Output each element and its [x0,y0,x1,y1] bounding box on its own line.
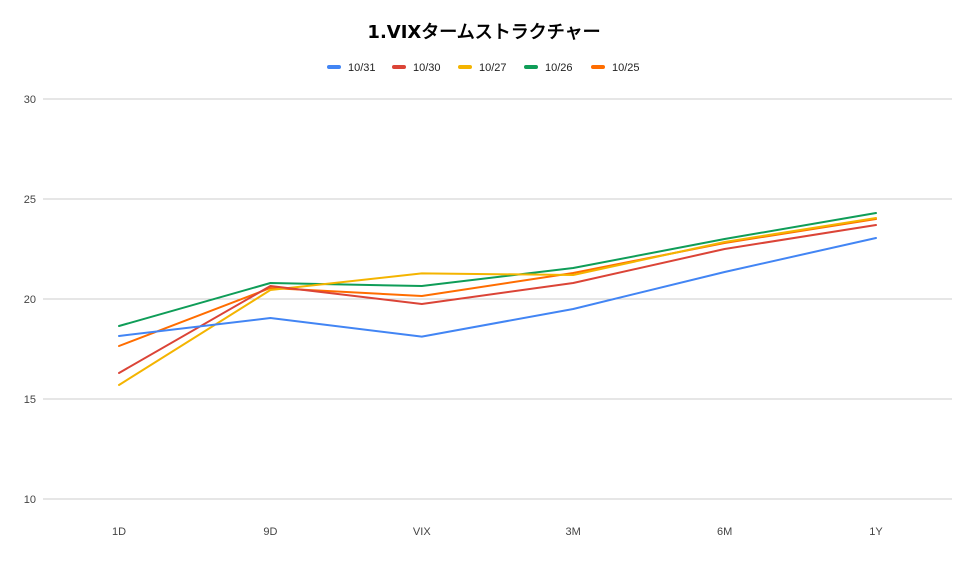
y-tick-label: 25 [24,194,36,206]
legend-swatch [524,65,538,69]
y-tick-label: 15 [24,394,36,406]
x-tick-label: VIX [413,526,431,538]
y-tick-label: 10 [24,494,36,506]
x-tick-label: 9D [263,526,277,538]
series-line-10-25 [118,218,877,347]
x-tick-label: 3M [566,526,581,538]
x-tick-label: 1Y [869,526,883,538]
y-axis-ticks: 10 15 20 25 30 [24,94,36,506]
legend-label: 10/25 [612,62,640,74]
legend-label: 10/31 [348,62,376,74]
x-tick-label: 6M [717,526,732,538]
series-line-10-30 [118,224,877,374]
series-line-10-31 [118,237,877,338]
x-tick-label: 1D [112,526,126,538]
legend-swatch [392,65,406,69]
legend-label: 10/26 [545,62,573,74]
chart-title: 1.VIXタームストラクチャー [367,22,600,43]
series-line-10-26 [118,212,877,327]
legend: 10/31 10/30 10/27 10/26 10/25 [327,62,640,74]
legend-label: 10/30 [413,62,441,74]
grid [43,98,952,500]
series-lines [118,212,877,386]
y-tick-label: 20 [24,294,36,306]
legend-swatch [327,65,341,69]
x-axis-ticks: 1D 9D VIX 3M 6M 1Y [112,526,883,538]
y-tick-label: 30 [24,94,36,106]
legend-swatch [591,65,605,69]
legend-label: 10/27 [479,62,507,74]
series-line-10-27 [118,217,877,386]
legend-swatch [458,65,472,69]
